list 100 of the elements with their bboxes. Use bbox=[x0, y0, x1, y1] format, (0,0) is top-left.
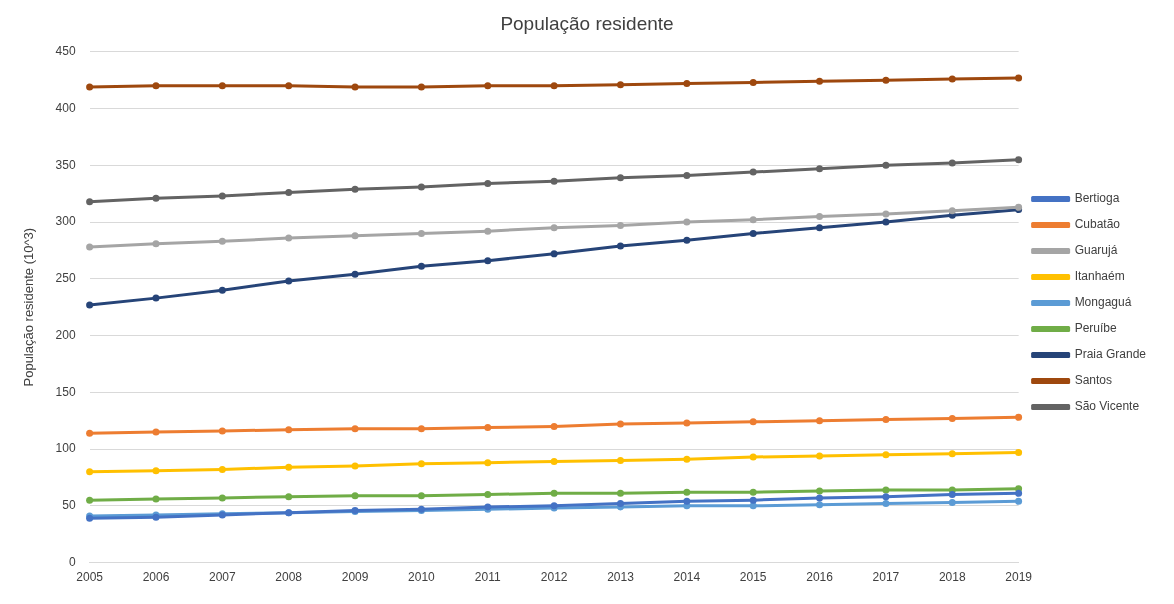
point bbox=[749, 78, 757, 86]
point bbox=[351, 83, 359, 91]
point bbox=[285, 277, 293, 285]
point bbox=[816, 165, 824, 173]
point bbox=[816, 77, 824, 85]
y-tick-label: 0 bbox=[68, 554, 76, 569]
point bbox=[683, 419, 691, 427]
point bbox=[616, 81, 624, 89]
x-tick-label: 2005 bbox=[76, 570, 104, 585]
point bbox=[749, 453, 757, 461]
point bbox=[882, 76, 890, 84]
x-tick-label: 2018 bbox=[938, 570, 966, 585]
point bbox=[417, 460, 425, 468]
x-tick-label: 2013 bbox=[607, 570, 635, 585]
x-tick-label: 2008 bbox=[275, 570, 303, 585]
legend-label: Guarujá bbox=[1074, 243, 1118, 258]
point bbox=[1015, 156, 1023, 164]
x-tick-label: 2016 bbox=[806, 570, 834, 585]
legend-label: Itanhaém bbox=[1074, 269, 1125, 284]
point bbox=[749, 168, 757, 176]
point bbox=[948, 450, 956, 458]
point bbox=[285, 82, 293, 90]
point bbox=[351, 185, 359, 193]
point bbox=[683, 497, 691, 505]
point bbox=[550, 250, 558, 258]
point bbox=[285, 234, 293, 242]
y-tick-label: 50 bbox=[62, 498, 76, 513]
y-tick-label: 350 bbox=[55, 157, 76, 172]
point bbox=[616, 456, 624, 464]
x-tick-label: 2007 bbox=[208, 570, 237, 585]
point bbox=[1015, 497, 1023, 505]
x-tick-label: 2017 bbox=[872, 570, 900, 585]
point bbox=[484, 257, 492, 265]
point bbox=[351, 462, 359, 470]
point bbox=[948, 207, 956, 215]
point bbox=[86, 468, 94, 476]
legend-label: Mongaguá bbox=[1074, 295, 1132, 310]
x-tick-label: 2019 bbox=[1005, 570, 1033, 585]
point bbox=[351, 270, 359, 278]
point bbox=[882, 486, 890, 494]
point bbox=[550, 489, 558, 497]
x-tick-label: 2014 bbox=[673, 570, 701, 585]
legend-label: São Vicente bbox=[1074, 399, 1140, 414]
y-axis-title: População residente (10^3) bbox=[21, 227, 37, 387]
point bbox=[550, 422, 558, 430]
point bbox=[948, 414, 956, 422]
point bbox=[616, 242, 624, 250]
y-tick-label: 450 bbox=[55, 44, 76, 59]
point bbox=[1015, 74, 1023, 82]
legend-label: Cubatão bbox=[1074, 217, 1121, 232]
point bbox=[484, 424, 492, 432]
point bbox=[1015, 413, 1023, 421]
point bbox=[683, 455, 691, 463]
point bbox=[683, 80, 691, 88]
point bbox=[86, 198, 94, 206]
x-tick-label: 2009 bbox=[341, 570, 369, 585]
point bbox=[285, 493, 293, 501]
point bbox=[152, 194, 160, 202]
x-tick-label: 2006 bbox=[142, 570, 170, 585]
point bbox=[816, 501, 824, 509]
y-tick-label: 300 bbox=[55, 214, 76, 229]
point bbox=[285, 426, 293, 434]
point bbox=[816, 224, 824, 232]
legend-label: Bertioga bbox=[1074, 191, 1120, 206]
point bbox=[816, 494, 824, 502]
point bbox=[86, 83, 94, 91]
point bbox=[683, 218, 691, 226]
point bbox=[86, 301, 94, 309]
y-tick-label: 250 bbox=[55, 271, 76, 286]
point bbox=[550, 177, 558, 185]
point bbox=[218, 427, 226, 435]
point bbox=[484, 227, 492, 235]
point bbox=[86, 429, 94, 437]
point bbox=[417, 183, 425, 191]
point bbox=[351, 492, 359, 500]
point bbox=[816, 487, 824, 495]
point bbox=[550, 224, 558, 232]
point bbox=[417, 83, 425, 91]
point bbox=[417, 492, 425, 500]
point bbox=[948, 498, 956, 506]
point bbox=[484, 490, 492, 498]
point bbox=[882, 451, 890, 459]
point bbox=[550, 82, 558, 90]
point bbox=[218, 286, 226, 294]
point bbox=[218, 494, 226, 502]
point bbox=[152, 294, 160, 302]
chart-title: População residente bbox=[500, 12, 674, 34]
point bbox=[351, 232, 359, 240]
point bbox=[948, 490, 956, 498]
x-tick-label: 2010 bbox=[408, 570, 436, 585]
y-tick-label: 150 bbox=[55, 384, 76, 399]
point bbox=[285, 463, 293, 471]
x-tick-label: 2015 bbox=[739, 570, 767, 585]
point bbox=[882, 161, 890, 169]
point bbox=[417, 425, 425, 433]
point bbox=[218, 237, 226, 245]
point bbox=[417, 229, 425, 237]
legend-label: Praia Grande bbox=[1074, 347, 1147, 362]
point bbox=[882, 500, 890, 508]
point bbox=[616, 221, 624, 229]
